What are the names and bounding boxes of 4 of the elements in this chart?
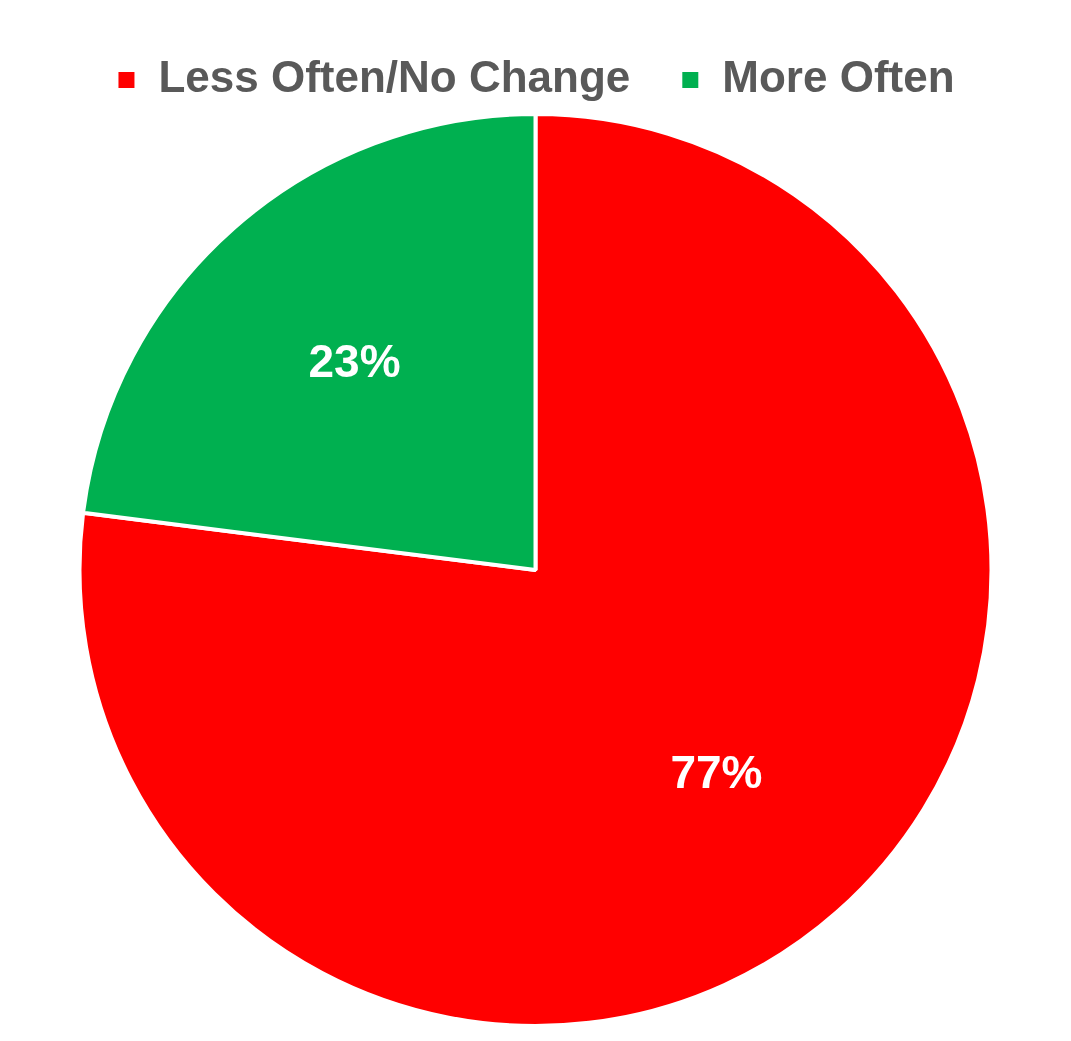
data-label: 23% <box>308 335 401 388</box>
legend-label: More Often <box>722 52 955 102</box>
legend-label: Less Often/No Change <box>158 52 631 102</box>
data-label: 77% <box>670 745 763 798</box>
